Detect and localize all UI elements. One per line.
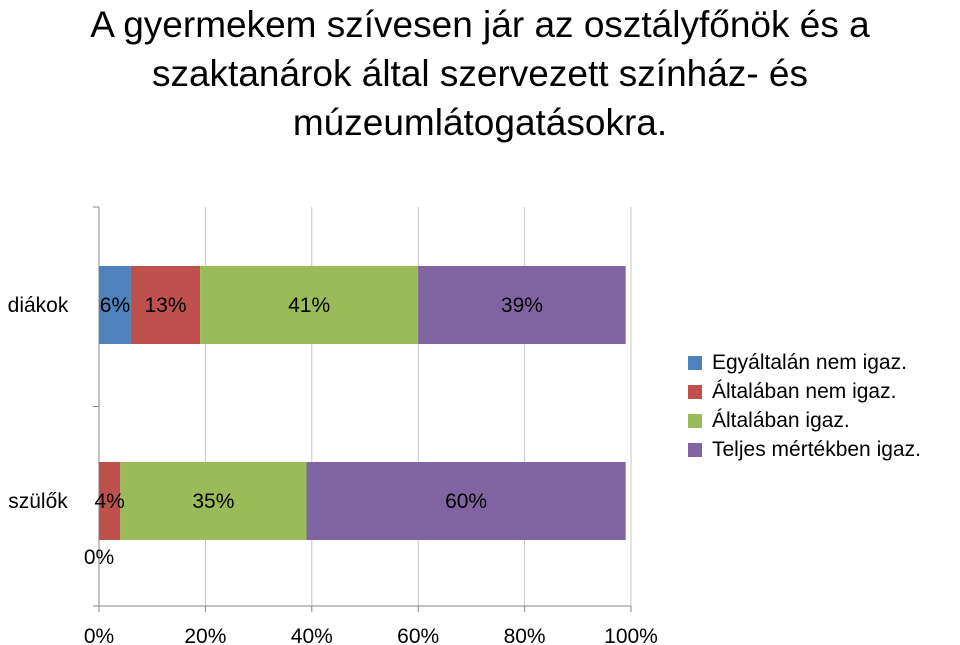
x-tick-label: 0% <box>84 625 114 645</box>
data-label: 6% <box>100 294 130 317</box>
bar-segment <box>120 462 307 540</box>
category-label: szülők <box>8 490 68 513</box>
bar-segment <box>306 462 626 540</box>
x-tick-label: 100% <box>604 625 658 645</box>
legend-swatch <box>688 442 702 457</box>
bar-segment <box>418 266 626 344</box>
x-tick-label: 20% <box>184 625 226 645</box>
legend-label: Általában nem igaz. <box>712 380 897 403</box>
data-label: 13% <box>144 294 186 317</box>
legend-item: Általában igaz. <box>688 406 921 435</box>
legend-swatch <box>688 384 702 399</box>
legend-swatch <box>688 355 702 370</box>
chart-title: A gyermekem szívesen jár az osztályfőnök… <box>90 4 870 143</box>
category-label: diákok <box>8 294 69 317</box>
bar-segment <box>200 266 419 344</box>
legend-label: Általában igaz. <box>712 409 850 432</box>
bar-segment <box>99 462 121 540</box>
legend-label: Egyáltalán nem igaz. <box>712 351 907 374</box>
x-tick-label: 60% <box>397 625 439 645</box>
data-label: 0% <box>84 546 114 569</box>
legend-label: Teljes mértékben igaz. <box>712 438 921 461</box>
x-tick-label: 80% <box>504 625 546 645</box>
data-label: 4% <box>94 490 124 513</box>
bar-segment <box>99 266 131 344</box>
x-tick-label: 40% <box>291 625 333 645</box>
data-label: 39% <box>501 294 543 317</box>
legend-swatch <box>688 413 702 428</box>
legend-item: Egyáltalán nem igaz. <box>688 348 921 377</box>
data-label: 35% <box>192 490 234 513</box>
legend: Egyáltalán nem igaz. Általában nem igaz. Á… <box>688 348 921 464</box>
data-label: 60% <box>445 490 487 513</box>
bar-segment <box>130 266 201 344</box>
data-label: 41% <box>288 294 330 317</box>
legend-item: Teljes mértékben igaz. <box>688 435 921 464</box>
legend-item: Általában nem igaz. <box>688 377 921 406</box>
